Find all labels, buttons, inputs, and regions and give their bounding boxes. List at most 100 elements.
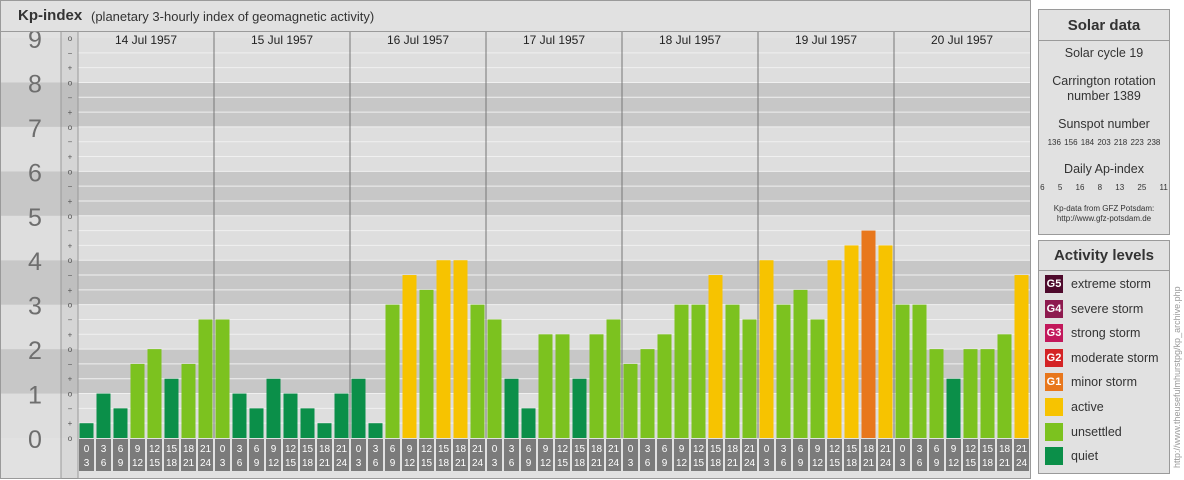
chart-title: Kp-index: [18, 7, 83, 24]
interval-end-label: 3: [84, 458, 90, 469]
kp-sublevel-label: o: [68, 434, 73, 443]
kp-bar: [300, 408, 315, 438]
legend-item: unsettled: [1045, 422, 1122, 442]
interval-end-label: 21: [999, 458, 1011, 469]
legend-item: G1 minor storm: [1045, 372, 1137, 392]
divider: [1039, 270, 1169, 271]
interval-start-label: 15: [982, 444, 994, 455]
legend-label: severe storm: [1071, 301, 1144, 316]
interval-start-label: 21: [880, 444, 892, 455]
interval-start-label: 21: [472, 444, 484, 455]
legend-swatch: [1045, 398, 1063, 416]
kp-bar: [895, 304, 910, 438]
kp-bar: [589, 334, 604, 438]
kp-sublevel-label: +: [68, 197, 73, 206]
kp-level-label: 9: [28, 32, 42, 54]
kp-bar: [351, 378, 366, 438]
kp-bar: [113, 408, 128, 438]
kp-bar: [929, 349, 944, 438]
legend-label: strong storm: [1071, 326, 1141, 341]
kp-level-label: 7: [28, 115, 42, 143]
interval-end-label: 24: [880, 458, 892, 469]
interval-label-box: [674, 439, 689, 471]
interval-start-label: 3: [509, 444, 515, 455]
solar-data-title: Solar data: [1067, 17, 1141, 34]
interval-start-label: 9: [951, 444, 957, 455]
day-label: 16 Jul 1957: [387, 33, 449, 47]
ap-values: 6 5 16 8 13 25 11: [1040, 183, 1168, 192]
interval-end-label: 12: [812, 458, 824, 469]
interval-label-box: [980, 439, 995, 471]
legend-swatch: G3: [1045, 324, 1063, 343]
interval-start-label: 12: [421, 444, 433, 455]
interval-label-box: [164, 439, 179, 471]
interval-end-label: 21: [319, 458, 331, 469]
kp-bar: [793, 289, 808, 438]
interval-start-label: 12: [829, 444, 841, 455]
kp-sublevel-label: +: [68, 286, 73, 295]
interval-start-label: 9: [543, 444, 549, 455]
interval-end-label: 15: [965, 458, 977, 469]
interval-end-label: 12: [948, 458, 960, 469]
interval-end-label: 9: [390, 458, 396, 469]
interval-label-box: [521, 439, 536, 471]
kp-bar: [912, 304, 927, 438]
kp-sublevel-label: o: [68, 123, 73, 132]
interval-label-box: [198, 439, 213, 471]
interval-label-box: [997, 439, 1012, 471]
kp-bar: [742, 319, 757, 438]
kp-band-2: [1, 304, 1030, 350]
kp-bar: [521, 408, 536, 438]
kp-bar: [997, 334, 1012, 438]
interval-label-box: [419, 439, 434, 471]
interval-start-label: 6: [798, 444, 804, 455]
solar-cycle: Solar cycle 19: [1064, 46, 1144, 60]
interval-start-label: 9: [815, 444, 821, 455]
source-line2: http://www.gfz-potsdam.de: [1056, 214, 1152, 223]
interval-label-box: [266, 439, 281, 471]
interval-end-label: 24: [1016, 458, 1028, 469]
divider: [1039, 40, 1169, 41]
ap-title: Daily Ap-index: [1064, 162, 1144, 176]
interval-end-label: 18: [438, 458, 450, 469]
interval-end-label: 15: [149, 458, 161, 469]
kp-bar: [572, 378, 587, 438]
interval-end-label: 3: [628, 458, 634, 469]
interval-start-label: 6: [390, 444, 396, 455]
interval-start-label: 18: [319, 444, 331, 455]
legend-swatch: G1: [1045, 373, 1063, 392]
kp-sublevel-label: +: [68, 419, 73, 428]
legend-swatch: G2: [1045, 348, 1063, 367]
interval-end-label: 18: [302, 458, 314, 469]
interval-label-box: [623, 439, 638, 471]
interval-label-box: [946, 439, 961, 471]
interval-label-box: [215, 439, 230, 471]
kp-sublevel-label: o: [68, 301, 73, 310]
kp-sublevel-label: o: [68, 345, 73, 354]
interval-end-label: 6: [101, 458, 107, 469]
interval-end-label: 9: [526, 458, 532, 469]
kp-band-4: [1, 215, 1030, 261]
interval-start-label: 12: [557, 444, 569, 455]
interval-label-box: [130, 439, 145, 471]
interval-label-box: [929, 439, 944, 471]
kp-sublevel-label: o: [68, 390, 73, 399]
interval-start-label: 3: [781, 444, 787, 455]
legend-label: quiet: [1071, 449, 1099, 464]
kp-sublevel-label: −: [68, 271, 73, 280]
interval-label-box: [487, 439, 502, 471]
interval-start-label: 0: [900, 444, 906, 455]
interval-start-label: 18: [727, 444, 739, 455]
day-label: 15 Jul 1957: [251, 33, 313, 47]
chart-subtitle: (planetary 3-hourly index of geomagnetic…: [91, 9, 375, 24]
kp-sublevel-label: +: [68, 330, 73, 339]
interval-start-label: 15: [438, 444, 450, 455]
interval-end-label: 3: [356, 458, 362, 469]
interval-label-box: [776, 439, 791, 471]
interval-end-label: 18: [982, 458, 994, 469]
interval-end-label: 15: [285, 458, 297, 469]
kp-level-label: 8: [28, 70, 42, 98]
interval-label-box: [810, 439, 825, 471]
interval-start-label: 3: [237, 444, 243, 455]
kp-bar: [317, 423, 332, 438]
